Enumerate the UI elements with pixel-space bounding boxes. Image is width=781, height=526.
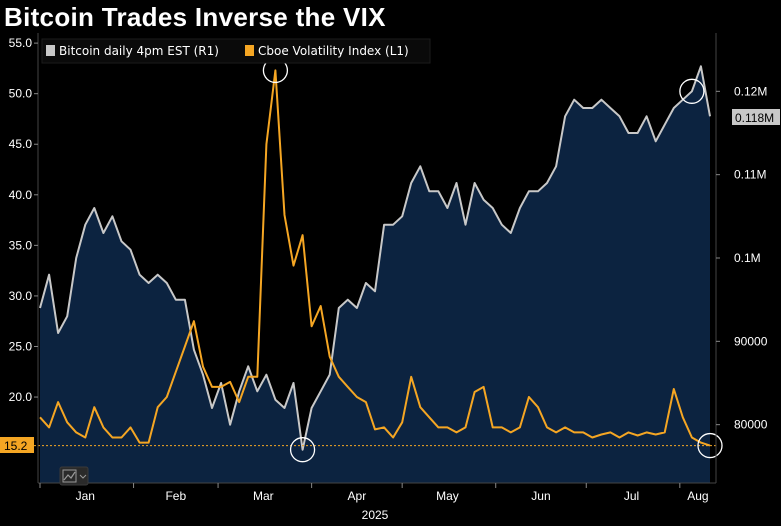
legend: Bitcoin daily 4pm EST (R1) Cboe Volatili… bbox=[41, 38, 431, 64]
bitcoin-line bbox=[39, 65, 711, 451]
right-tick-label: 90000 bbox=[734, 334, 768, 348]
left-tick-label: 50.0 bbox=[9, 87, 33, 101]
right-tick-label: 0.12M bbox=[734, 84, 767, 98]
legend-swatch-vix bbox=[245, 45, 254, 56]
highlight-circle-bitcoin-high-august bbox=[679, 78, 705, 104]
bitcoin-last-value-tag bbox=[732, 109, 780, 125]
left-tick-label: 40.0 bbox=[9, 188, 33, 202]
right-tick-label: 0.1M bbox=[734, 251, 761, 265]
x-tick-label: May bbox=[436, 489, 459, 503]
chart-title: Bitcoin Trades Inverse the VIX bbox=[4, 2, 386, 32]
legend-background bbox=[41, 38, 431, 64]
highlight-circles bbox=[262, 57, 723, 463]
bitcoin-last-value-label: 0.118M bbox=[735, 111, 774, 125]
x-tick-label: Mar bbox=[253, 489, 274, 503]
right-tick-label: 80000 bbox=[734, 418, 768, 432]
highlight-circle-bitcoin-low-april bbox=[289, 437, 316, 463]
axes: 55.0 50.0 45.0 40.0 35.0 30.0 25.0 20.0 0.12M 0.1… bbox=[9, 33, 768, 522]
vix-last-value-label: 15.2 bbox=[4, 439, 28, 453]
left-tick-label: 35.0 bbox=[9, 238, 33, 252]
left-tick-label: 45.0 bbox=[9, 137, 33, 151]
legend-label-bitcoin: Bitcoin daily 4pm EST (R1) bbox=[59, 44, 219, 58]
vix-line bbox=[39, 69, 711, 447]
bitcoin-area bbox=[40, 66, 710, 484]
x-tick-label: Aug bbox=[687, 489, 708, 503]
legend-swatch-bitcoin bbox=[46, 45, 55, 56]
right-tick-label: 0.11M bbox=[734, 168, 766, 182]
vix-last-value-tag bbox=[0, 437, 34, 453]
bitcoin-area-fill bbox=[40, 66, 710, 484]
left-tick-label: 30.0 bbox=[9, 289, 33, 303]
chevron-down-icon bbox=[79, 474, 87, 479]
x-tick-label: Jul bbox=[624, 489, 639, 503]
highlight-circle-vix-low-august bbox=[697, 432, 723, 459]
x-axis-year-label: 2025 bbox=[362, 508, 389, 522]
left-tick-label: 25.0 bbox=[9, 339, 33, 353]
last-value-tags: 0.118M 15.2 bbox=[0, 109, 780, 453]
chart-type-button[interactable] bbox=[59, 466, 89, 486]
x-tick-label: Jan bbox=[76, 489, 95, 503]
x-tick-label: Jun bbox=[531, 489, 550, 503]
legend-label-vix: Cboe Volatility Index (L1) bbox=[258, 44, 409, 58]
x-tick-label: Feb bbox=[165, 489, 186, 503]
x-tick-label: Apr bbox=[348, 489, 367, 503]
series-lines bbox=[39, 65, 711, 451]
left-tick-label: 20.0 bbox=[9, 390, 33, 404]
line-chart-icon bbox=[62, 469, 77, 483]
left-tick-label: 55.0 bbox=[9, 36, 33, 50]
